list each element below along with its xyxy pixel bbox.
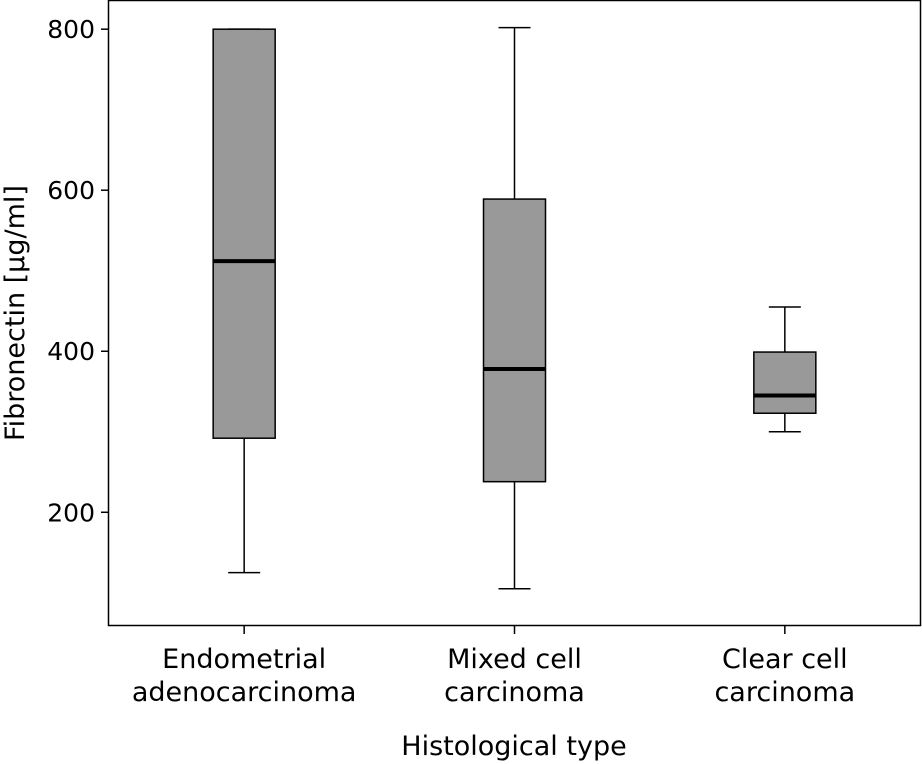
x-axis-title: Histological type (401, 731, 626, 762)
box-group (482, 26, 547, 590)
x-category-label-line: Mixed cell (447, 644, 582, 675)
iqr-box (212, 28, 276, 439)
box-series (212, 26, 817, 590)
y-tick-label: 800 (47, 15, 95, 44)
y-axis-title: Fibronectin [µg/ml] (0, 185, 31, 441)
y-tick-label: 400 (47, 337, 95, 366)
x-category-label-line: Endometrial (162, 644, 326, 675)
x-category-label: Endometrial adenocarcinoma (132, 644, 357, 708)
y-tick-label: 200 (47, 498, 95, 527)
x-category-label-line: carcinoma (444, 677, 585, 708)
x-category-label-line: carcinoma (714, 677, 855, 708)
box-group (753, 306, 817, 433)
x-category-label: Mixed cell carcinoma (444, 644, 585, 708)
iqr-box (482, 198, 547, 483)
iqr-box (753, 351, 817, 414)
box-group (212, 28, 276, 574)
x-category-label-line: adenocarcinoma (132, 677, 357, 708)
y-axis: 200 400 600 800 (47, 15, 109, 527)
x-category-label: Clear cell carcinoma (714, 644, 855, 708)
y-tick-label: 600 (47, 176, 95, 205)
x-category-label-line: Clear cell (722, 644, 848, 675)
